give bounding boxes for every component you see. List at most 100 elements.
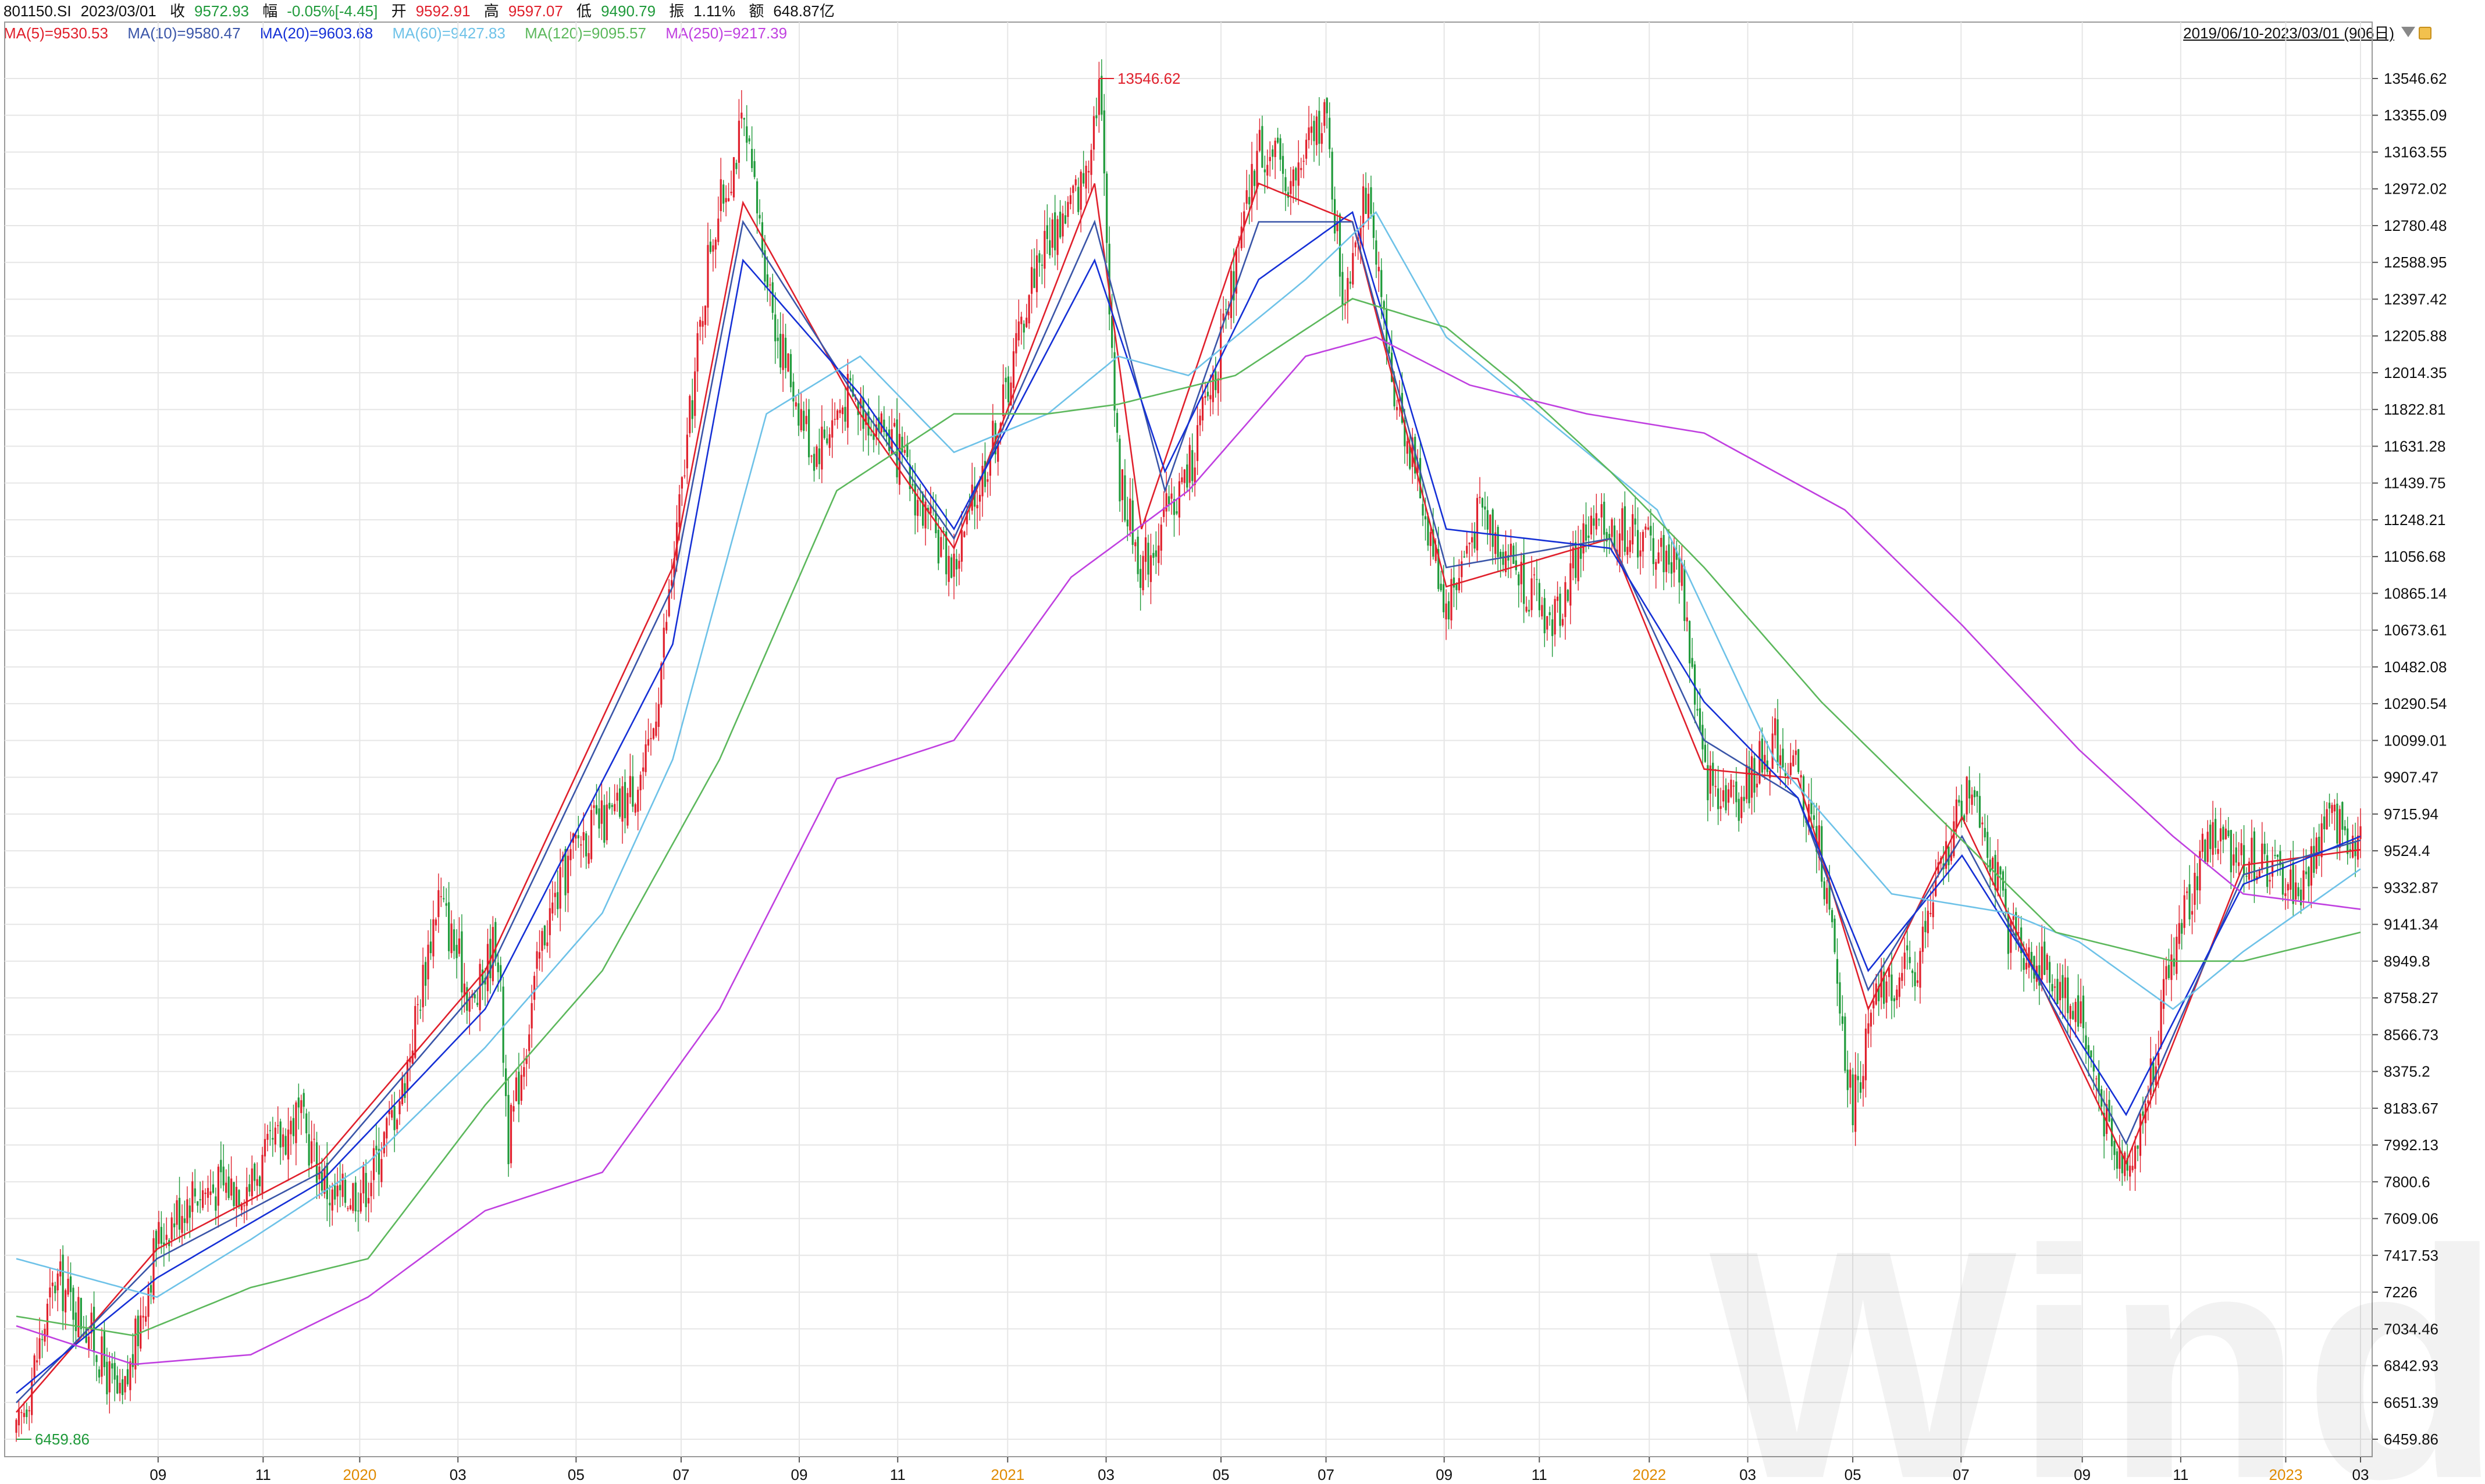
candle — [2176, 924, 2178, 980]
candle — [1686, 601, 1688, 632]
candle — [655, 702, 657, 738]
candle — [2356, 816, 2359, 868]
candle — [1921, 911, 1924, 964]
ma250-legend[interactable]: MA(250)=9217.39 — [665, 24, 788, 42]
y-tick-label: 7609.06 — [2384, 1210, 2438, 1228]
candle — [352, 1182, 354, 1214]
candle — [813, 447, 816, 482]
candle — [311, 1121, 313, 1169]
ma60-legend[interactable]: MA(60)=9427.83 — [392, 24, 505, 42]
candle — [756, 178, 759, 234]
ma120-legend[interactable]: MA(120)=9095.57 — [525, 24, 646, 42]
candle — [759, 199, 761, 224]
candle — [663, 613, 665, 680]
candle — [1295, 166, 1297, 202]
candle — [1637, 507, 1639, 569]
y-tick-label: 8758.27 — [2384, 989, 2438, 1007]
candle — [2305, 849, 2308, 879]
candle — [699, 316, 702, 341]
candle — [1968, 766, 1971, 814]
candle — [2287, 882, 2289, 909]
candle — [582, 812, 585, 858]
candle — [686, 417, 688, 484]
candle — [2170, 934, 2173, 1001]
candle — [108, 1351, 111, 1414]
y-tick-label: 13163.55 — [2384, 143, 2447, 160]
candle — [116, 1366, 119, 1394]
candle — [1158, 523, 1160, 576]
candle — [1670, 539, 1673, 587]
candle — [2056, 963, 2059, 1005]
candle — [1554, 595, 1556, 647]
candle — [2098, 1060, 2100, 1112]
candle — [945, 509, 948, 586]
candle — [1062, 205, 1064, 244]
candle — [1144, 516, 1147, 580]
y-tick-label: 12588.95 — [2384, 254, 2447, 271]
x-tick-label: 09 — [149, 1466, 166, 1483]
candle — [1134, 539, 1137, 562]
candle — [2302, 848, 2305, 909]
candle — [1722, 768, 1725, 808]
candle — [1183, 469, 1185, 497]
y-tick-label: 13355.09 — [2384, 106, 2447, 124]
chevron-down-icon[interactable] — [2401, 27, 2415, 37]
candle — [1530, 556, 1533, 618]
candle — [1176, 500, 1178, 516]
x-tick-label: 05 — [1845, 1466, 1861, 1483]
candle — [1090, 144, 1092, 192]
candle — [1971, 787, 1973, 815]
candle — [1828, 865, 1831, 916]
candle — [313, 1123, 315, 1162]
candle — [1605, 528, 1608, 557]
candle — [727, 183, 730, 202]
candle — [2041, 925, 2043, 991]
candle — [2167, 948, 2170, 980]
candle — [1735, 767, 1738, 818]
candle — [38, 1317, 41, 1365]
candle — [1634, 495, 1636, 537]
ma10-legend[interactable]: MA(10)=9580.47 — [127, 24, 241, 42]
candle — [1111, 294, 1113, 359]
x-tick-label: 07 — [672, 1466, 689, 1483]
candle — [541, 928, 543, 972]
candle — [1725, 778, 1727, 814]
candle — [354, 1176, 357, 1222]
candle — [1836, 938, 1839, 1007]
candle — [254, 1162, 256, 1192]
candle — [1823, 877, 1825, 906]
settings-icon[interactable] — [2419, 27, 2431, 40]
candle — [370, 1171, 372, 1212]
candle — [266, 1125, 269, 1151]
candle — [1341, 254, 1344, 321]
candle — [1137, 529, 1139, 582]
candle — [302, 1089, 305, 1119]
candle — [1499, 549, 1502, 578]
low-label: 低 — [576, 2, 592, 20]
candle — [1069, 187, 1071, 210]
candle — [2323, 801, 2326, 843]
candle — [505, 1054, 507, 1117]
candle — [140, 1297, 142, 1352]
candle — [2222, 824, 2224, 854]
date-range-selector[interactable]: 2019/06/10-2023/03/01 (906日) — [2183, 24, 2394, 42]
ma20-legend[interactable]: MA(20)=9603.68 — [259, 24, 373, 42]
candle — [1375, 230, 1377, 279]
ma5-legend[interactable]: MA(5)=9530.53 — [3, 24, 108, 42]
candle — [1536, 559, 1538, 601]
candle — [1575, 530, 1577, 584]
candle — [1693, 661, 1696, 723]
candle — [940, 527, 942, 558]
candle — [1533, 567, 1536, 595]
candle — [2290, 850, 2292, 900]
candle — [1074, 175, 1077, 192]
candle — [1491, 508, 1494, 565]
candle — [1256, 133, 1258, 211]
candle — [1297, 140, 1300, 205]
candle — [1864, 1014, 1867, 1098]
candle — [49, 1267, 51, 1317]
candle — [743, 117, 745, 137]
y-tick-label: 12014.35 — [2384, 364, 2447, 381]
candle — [15, 1418, 17, 1442]
